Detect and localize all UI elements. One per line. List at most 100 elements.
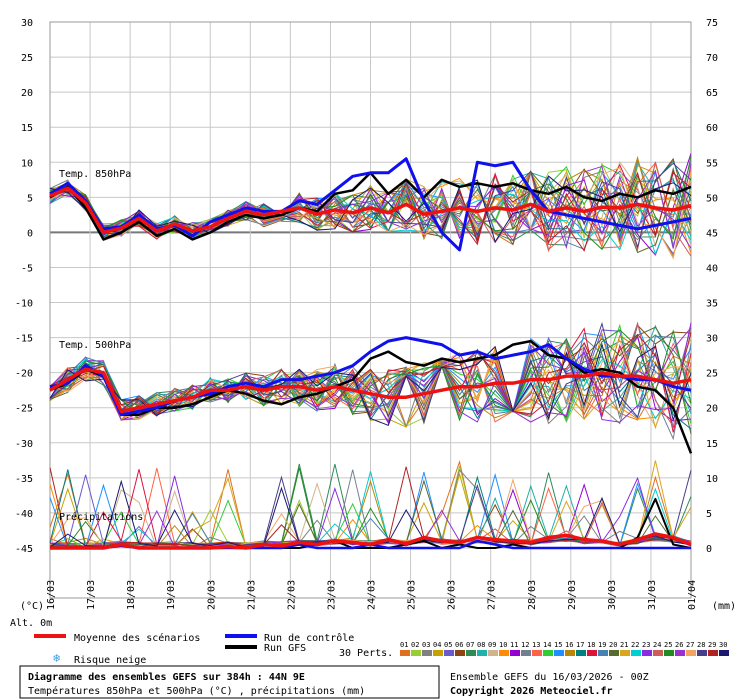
pert-legend-swatch: [444, 650, 454, 656]
pert-legend-number: 17: [576, 641, 584, 649]
y-tick-right: 35: [706, 299, 718, 310]
pert-legend-number: 29: [708, 641, 716, 649]
pert-legend-number: 07: [466, 641, 474, 649]
mean-line: [49, 367, 692, 413]
legend-mean-swatch: [34, 634, 66, 638]
y-tick-left: 25: [21, 53, 33, 64]
section-label-precip: Précipitations: [59, 511, 143, 523]
y-tick-left: -10: [15, 299, 33, 310]
y-tick-left: -15: [15, 334, 33, 345]
y-tick-left: 5: [27, 193, 33, 204]
pert-legend-number: 09: [488, 641, 496, 649]
y-tick-right: 25: [706, 369, 718, 380]
plot-frame: [49, 21, 692, 599]
mean-line: [50, 532, 692, 550]
x-tick-label: 24/03: [367, 580, 378, 610]
pert-legend-number: 19: [598, 641, 606, 649]
y-tick-right: 10: [706, 474, 718, 485]
pert-legend-number: 04: [433, 641, 441, 649]
pert-legend-swatch: [576, 650, 586, 656]
x-tick-label: 28/03: [527, 580, 538, 610]
control-line: [49, 336, 692, 417]
y-tick-right: 55: [706, 158, 718, 169]
pert-legend-swatch: [532, 650, 542, 656]
pert-legend-swatch: [510, 650, 520, 656]
y-tick-left: -25: [15, 404, 33, 415]
pert-legend-swatch: [708, 650, 718, 656]
pert-line: [49, 162, 692, 249]
x-tick-label: 29/03: [567, 580, 578, 610]
x-tick-label: 26/03: [447, 580, 458, 610]
y-tick-left: -40: [15, 509, 33, 520]
pert-line: [49, 342, 692, 426]
left-axis-unit: (°C): [20, 601, 44, 612]
y-tick-right: 75: [706, 18, 718, 29]
x-tick-label: 18/03: [126, 580, 137, 610]
pert-legend-number: 05: [444, 641, 452, 649]
pert-legend-swatch: [675, 650, 685, 656]
pert-line: [49, 163, 692, 246]
pert-line: [49, 357, 692, 430]
pert-legend-swatch: [543, 650, 553, 656]
x-tick-label: 17/03: [86, 580, 97, 610]
pert-legend-swatch: [653, 650, 663, 656]
y-tick-right: 70: [706, 53, 718, 64]
y-tick-right: 0: [706, 544, 712, 555]
pert-line: [49, 175, 692, 243]
pert-color-legend: 01 02 03 04 05 06 07 08 09 10 11 12 13 14 15 16 17 18 19 20…: [400, 641, 729, 656]
pert-legend-swatch: [411, 650, 421, 656]
pert-legend-number: 26: [675, 641, 683, 649]
pert-legend-number: 08: [477, 641, 485, 649]
run-info: Ensemble GEFS du 16/03/2026 - 00Z: [450, 672, 649, 683]
mean-line: [49, 186, 692, 235]
pert-legend-number: 15: [554, 641, 562, 649]
pert-legend-number: 01: [400, 641, 408, 649]
pert-line: [49, 332, 692, 415]
pert-legend-swatch: [642, 650, 652, 656]
pert-legend-number: 18: [587, 641, 595, 649]
pert-legend-number: 27: [686, 641, 694, 649]
x-tick-label: 22/03: [286, 580, 297, 610]
pert-line: [49, 186, 692, 256]
pert-legend-swatch: [521, 650, 531, 656]
y-tick-right: 15: [706, 439, 718, 450]
pert-legend-number: 30: [719, 641, 727, 649]
pert-line: [49, 509, 692, 549]
pert-legend-number: 14: [543, 641, 551, 649]
y-tick-left: 15: [21, 123, 33, 134]
x-tick-label: 16/03: [46, 580, 57, 610]
snowflake-icon: ❄: [53, 651, 60, 665]
y-tick-right: 50: [706, 193, 718, 204]
y-tick-left: 0: [27, 228, 33, 239]
x-tick-label: 27/03: [487, 580, 498, 610]
pert-legend-swatch: [499, 650, 509, 656]
pert-line: [49, 358, 692, 420]
legend-gfs-swatch: [225, 645, 257, 649]
pert-legend-number: 22: [631, 641, 639, 649]
legend-gfs-label: Run GFS: [264, 643, 306, 654]
pert-legend-swatch: [719, 650, 729, 656]
pert-legend-swatch: [565, 650, 575, 656]
section-label-500: Temp. 500hPa: [59, 340, 131, 351]
y-tick-right: 45: [706, 228, 718, 239]
legend-control-label: Run de contrôle: [264, 632, 354, 644]
pert-line: [49, 164, 692, 250]
pert-legend-number: 02: [411, 641, 419, 649]
pert-legend-swatch: [466, 650, 476, 656]
y-tick-left: 30: [21, 18, 33, 29]
pert-legend-number: 11: [510, 641, 518, 649]
chart-subtitle: Températures 850hPa et 500hPa (°C) , pré…: [28, 685, 365, 697]
pert-legend-number: 06: [455, 641, 463, 649]
pert-legend-swatch: [664, 650, 674, 656]
pert-legend-number: 23: [642, 641, 650, 649]
y-tick-right: 60: [706, 123, 718, 134]
y-tick-right: 40: [706, 263, 718, 274]
x-tick-label: 30/03: [607, 580, 618, 610]
y-tick-right: 20: [706, 404, 718, 415]
pert-legend-number: 24: [653, 641, 661, 649]
y-tick-right: 5: [706, 509, 712, 520]
legend-mean-label: Moyenne des scénarios: [74, 632, 200, 644]
y-tick-right: 30: [706, 334, 718, 345]
legend-snow-label: Risque neige: [74, 655, 146, 666]
